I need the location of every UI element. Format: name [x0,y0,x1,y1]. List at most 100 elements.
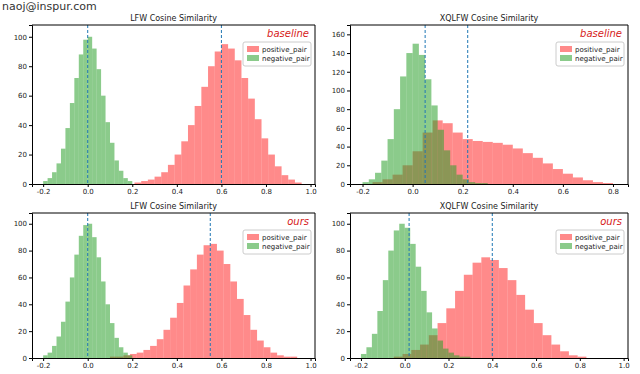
histogram-bar [48,353,52,358]
y-tick: 60 [18,274,32,282]
histogram-bar [201,87,208,184]
legend-swatch [560,243,572,249]
x-tick: 0.6 [216,358,228,370]
x-tick-mark [311,358,312,361]
x-tick-mark [88,184,89,187]
frame-top [32,213,315,214]
histogram-bar [65,302,69,358]
legend-label: positive_pair [575,234,620,242]
histogram-bar [410,244,415,358]
x-tick: -0.2 [356,184,370,196]
x-tick-mark [132,184,133,187]
x-tick: 1.0 [619,358,630,370]
y-tick: 0 [341,181,350,189]
histogram-bar [295,183,302,184]
y-tick: 100 [332,87,350,95]
legend-box [556,42,624,66]
x-tick-label: 0.2 [127,188,138,196]
y-tick: 0 [23,355,32,363]
x-tick-mark [221,184,222,187]
histogram-bar [465,357,470,358]
histogram-bar [563,174,573,184]
y-axis-line [29,214,33,359]
histogram-bar [503,145,513,184]
legend-box [556,230,624,254]
y-tick-mark [347,277,350,278]
histogram-bar [237,299,244,358]
histogram-bar [493,143,503,184]
frame-right [628,25,629,184]
histogram-bar [456,175,462,184]
x-tick: 0.6 [216,184,228,196]
histogram-bar [406,53,412,184]
histogram-bar [583,180,593,184]
y-tick-mark [347,358,350,359]
histogram-series [110,244,297,358]
histogram-bar [184,286,191,359]
legend-label: negative_pair [575,243,623,251]
histogram-bar [92,237,96,358]
histogram-bar [177,303,184,358]
histogram-bar [270,353,277,358]
histogram-bar [83,40,87,184]
x-tick: 0.4 [508,184,520,196]
histogram-bar [369,179,375,184]
legend-label: negative_pair [575,55,623,63]
histogram-bar [444,150,450,184]
histogram-bar [52,346,56,358]
x-tick-mark [177,358,178,361]
histogram-bar [481,183,487,184]
frame-top [350,25,628,26]
histogram-bar [70,103,74,184]
histogram-bar [79,54,83,184]
x-tick-mark [624,358,625,361]
histogram-bar [43,355,47,358]
x-tick: 1.0 [305,358,316,370]
histogram-bar [79,236,83,358]
x-tick-label: 0.6 [531,362,543,370]
x-tick-mark [492,358,493,361]
y-tick-mark [347,34,350,35]
x-axis-line [33,185,316,188]
y-axis: 020406080100120140160 [332,26,351,189]
y-tick-mark [347,128,350,129]
x-tick: -0.2 [37,358,51,370]
histogram-bar [361,354,366,358]
histogram-bar [449,353,454,358]
histogram-bar [43,181,47,184]
y-tick-mark [347,331,350,332]
y-tick: 100 [14,34,32,42]
y-tick-mark [29,331,32,332]
histogram-bar [175,155,182,184]
x-tick: 0.8 [608,184,619,196]
histogram-bar [135,183,142,184]
x-tick-label: 0.0 [408,188,419,196]
x-tick-label: 0.2 [127,362,138,370]
x-tick: -0.2 [37,184,51,196]
y-axis: 020406080100 [332,214,351,363]
figure: naoj@inspur.comLFW Cosine Similarity-0.2… [0,0,640,374]
frame-right [315,25,316,184]
y-tick-mark [347,184,350,185]
header-text: naoj@inspur.com [2,0,97,13]
y-tick: 40 [18,301,32,309]
y-tick-mark [347,72,350,73]
y-tick: 20 [18,328,32,336]
histogram-bar [543,163,553,184]
y-axis: 020406080100 [14,214,33,363]
histogram-bar [215,52,222,185]
histogram-bar [534,323,543,358]
reference-lines [425,25,468,184]
y-tick: 40 [336,143,350,151]
histogram-bar [114,160,118,184]
histogram-bar [163,330,170,358]
histogram-bar [593,182,603,184]
histogram-bar [57,163,61,184]
y-tick-mark [347,90,350,91]
legend: positive_pairnegative_pair [243,42,311,66]
x-tick-mark [311,184,312,187]
x-tick: 0.2 [127,184,138,196]
histogram-bar [268,155,275,184]
y-tick-mark [347,304,350,305]
histogram-bar [416,267,421,358]
